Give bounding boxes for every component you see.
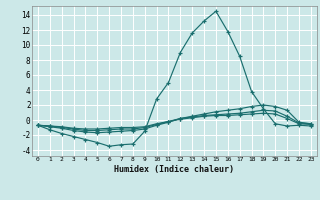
X-axis label: Humidex (Indice chaleur): Humidex (Indice chaleur)	[115, 165, 234, 174]
